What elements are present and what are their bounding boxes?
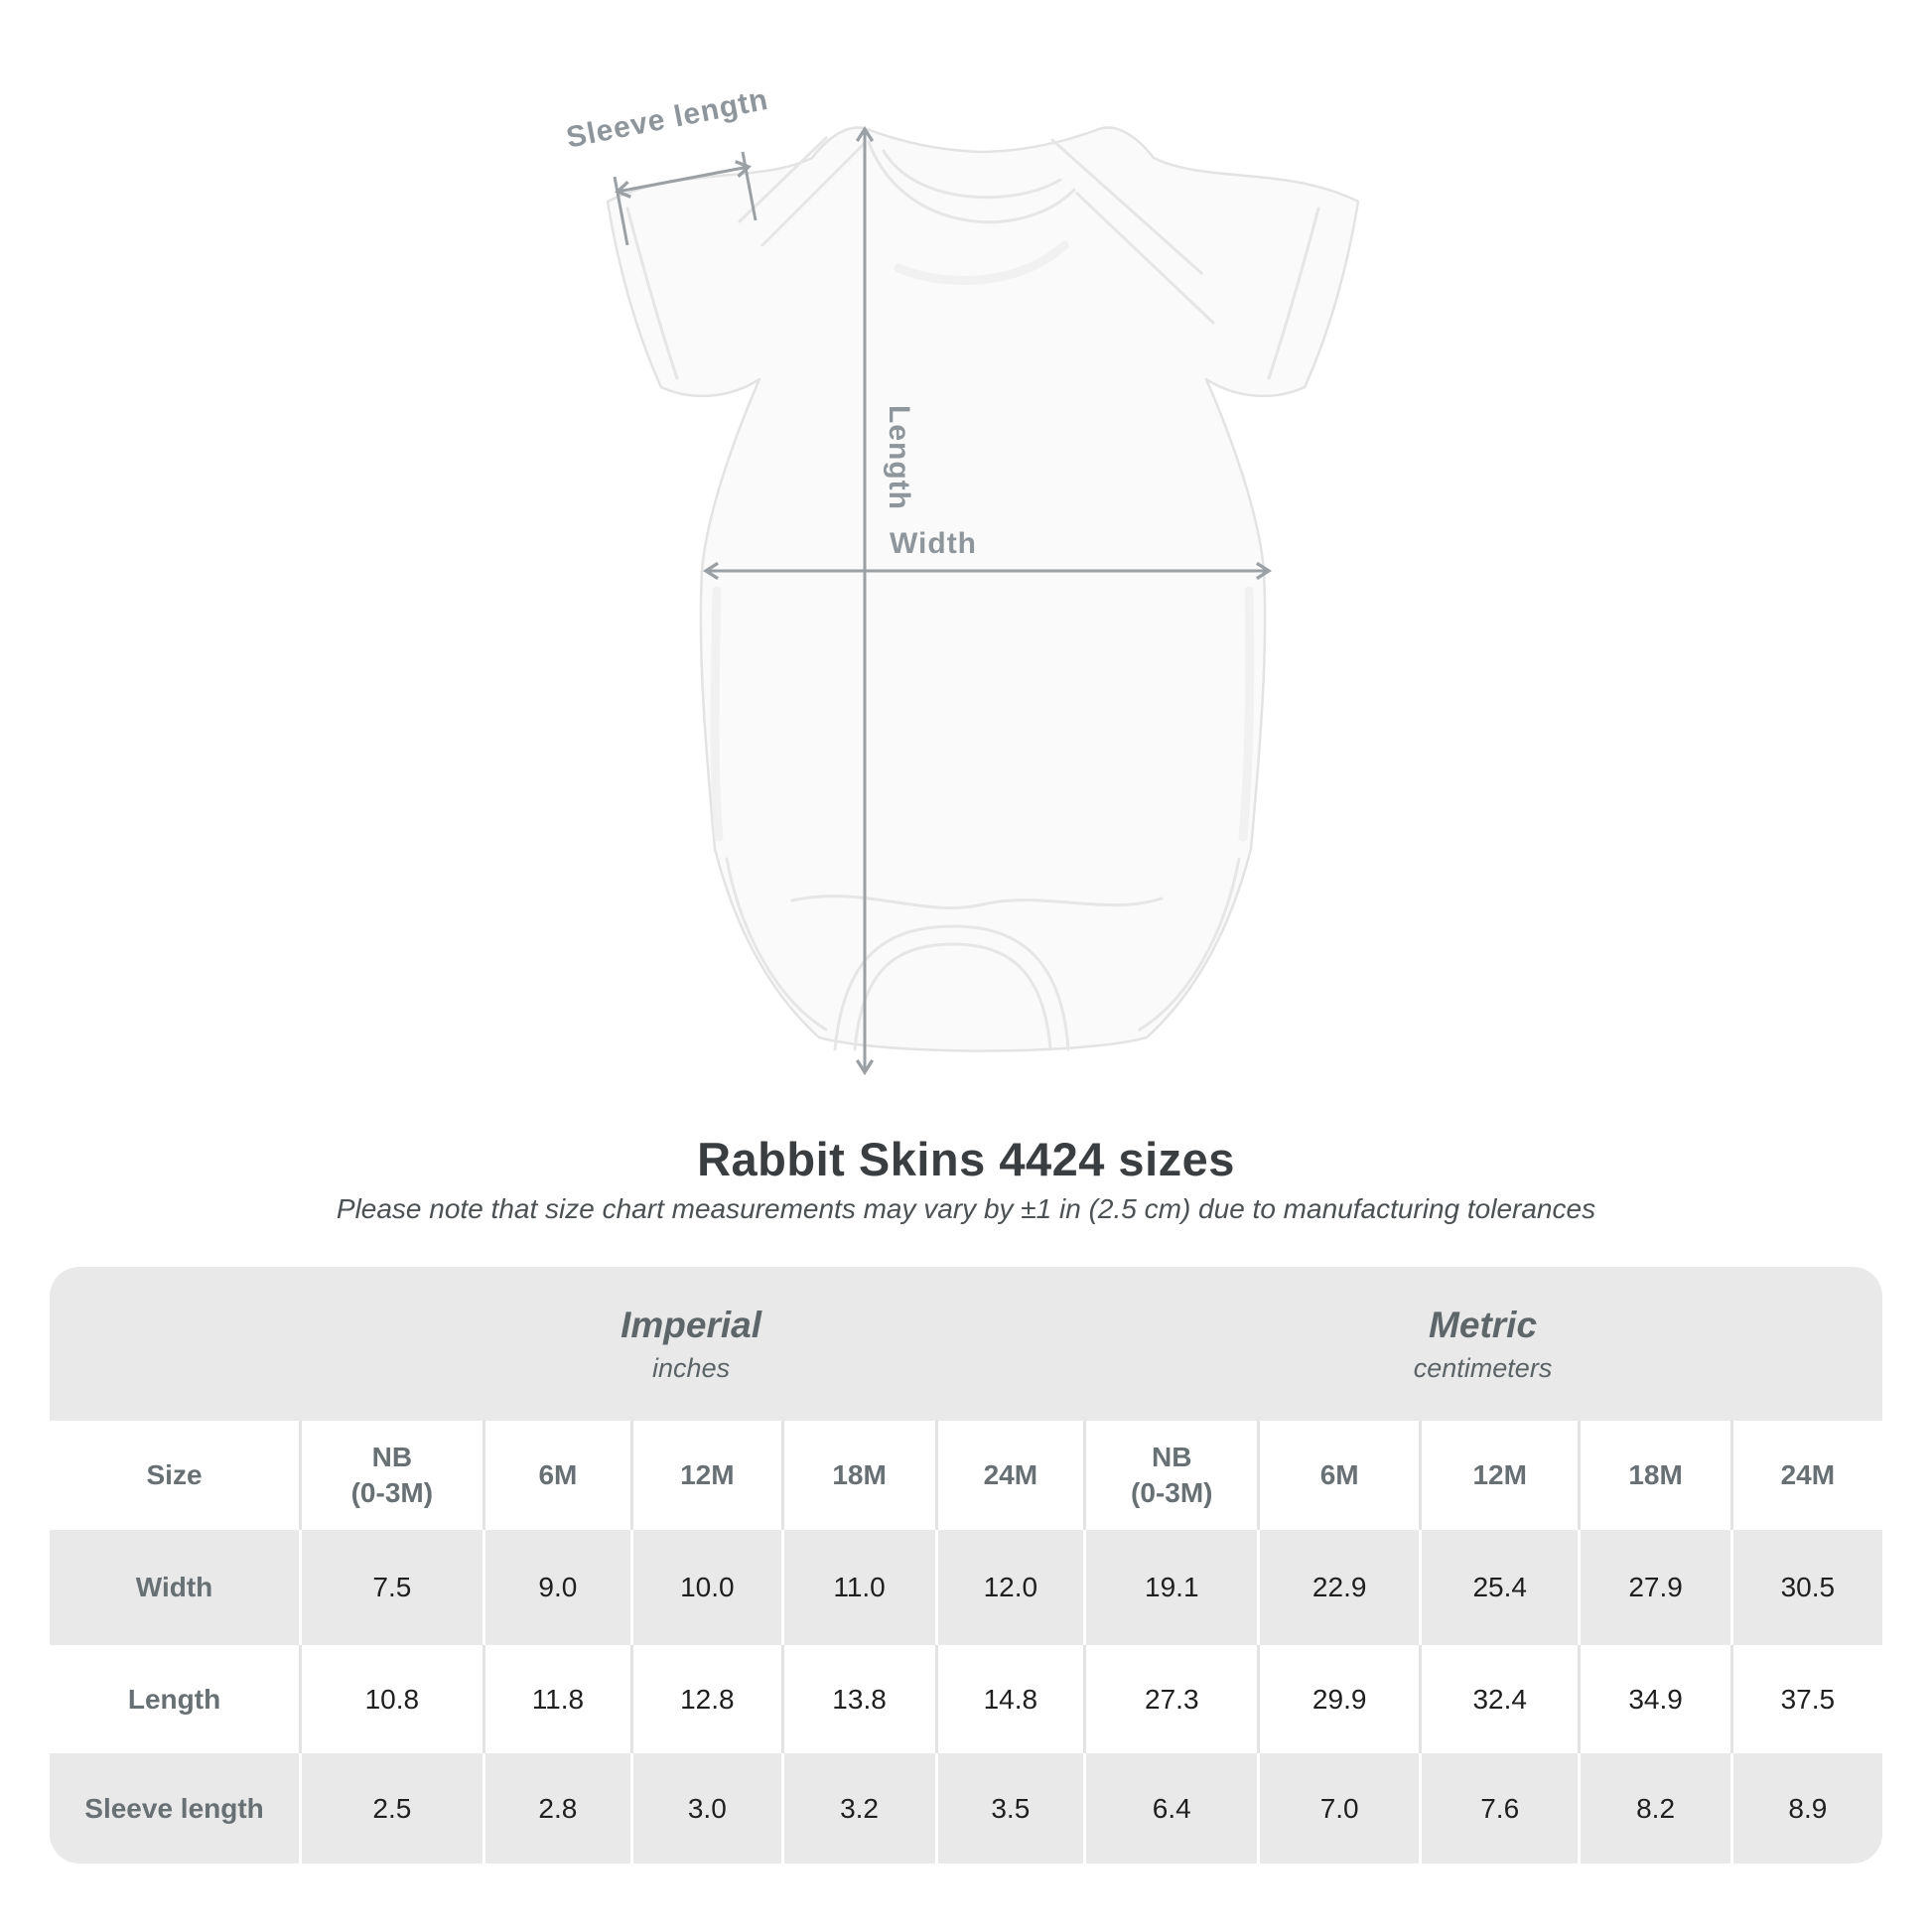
imperial-unit: inches xyxy=(652,1352,731,1383)
collar-inner-seam xyxy=(882,149,1062,200)
value-cell: 37.5 xyxy=(1729,1645,1882,1753)
right-cuff-seam xyxy=(1267,207,1320,380)
value-cell: 10.8 xyxy=(299,1645,483,1753)
left-leg-binding-seam xyxy=(725,857,828,1032)
col-header-12m-metric: 12M xyxy=(1418,1421,1579,1530)
value-cell: 8.9 xyxy=(1729,1753,1882,1863)
right-shoulder-flap-seam-inner xyxy=(1075,192,1215,325)
col-header-6m-metric: 6M xyxy=(1257,1421,1419,1530)
sleeve-length-tick-left xyxy=(613,176,629,246)
metric-section-header: Metric centimeters xyxy=(1083,1267,1882,1421)
metric-unit: centimeters xyxy=(1413,1352,1553,1383)
unit-header-row: Imperial inches Metric centimeters xyxy=(50,1267,1882,1421)
fabric-shading-collar xyxy=(894,240,1069,285)
right-shoulder-flap-seam xyxy=(1050,138,1203,275)
sleeve-length-tick-right xyxy=(741,151,758,221)
value-cell: 2.8 xyxy=(482,1753,631,1863)
length-label: Length xyxy=(883,405,915,510)
page-title: Rabbit Skins 4424 sizes xyxy=(697,1133,1235,1185)
col-header-18m-metric: 18M xyxy=(1578,1421,1730,1530)
sleeve-length-arrow xyxy=(614,160,753,199)
fabric-shading-left xyxy=(710,586,724,842)
value-cell: 7.0 xyxy=(1257,1753,1419,1863)
sleeve-length-label: Sleeve length xyxy=(566,94,771,155)
col-header-6m-imperial: 6M xyxy=(482,1421,631,1530)
value-cell: 13.8 xyxy=(780,1645,935,1753)
value-cell: 6.4 xyxy=(1083,1753,1258,1863)
size-table: Imperial inches Metric centimeters Size … xyxy=(50,1267,1882,1863)
col-header-24m-metric: 24M xyxy=(1729,1421,1882,1530)
onesie-diagram: Sleeve length Length Width xyxy=(566,94,1360,1076)
value-cell: 3.2 xyxy=(780,1753,935,1863)
collar-outer-seam xyxy=(867,140,1076,224)
value-cell: 7.5 xyxy=(299,1530,483,1645)
value-cell: 12.8 xyxy=(630,1645,781,1753)
imperial-section-header: Imperial inches xyxy=(299,1267,1084,1421)
value-cell: 19.1 xyxy=(1083,1530,1258,1645)
col-header-nb-imperial: NB (0-3M) xyxy=(299,1421,483,1530)
value-cell: 3.5 xyxy=(934,1753,1084,1863)
crotch-flap-arch-seam xyxy=(833,924,1070,1051)
value-cell: 11.8 xyxy=(482,1645,631,1753)
crotch-flap-top-seam xyxy=(790,895,1164,909)
imperial-label: Imperial xyxy=(621,1304,762,1345)
right-leg-binding-seam xyxy=(1138,857,1241,1032)
value-cell: 7.6 xyxy=(1418,1753,1579,1863)
col-header-24m-imperial: 24M xyxy=(934,1421,1084,1530)
col-header-12m-imperial: 12M xyxy=(630,1421,781,1530)
value-cell: 29.9 xyxy=(1257,1645,1419,1753)
unit-header-spacer xyxy=(50,1267,300,1421)
row-label-length: Length xyxy=(50,1645,300,1753)
value-cell: 34.9 xyxy=(1578,1645,1730,1753)
left-cuff-seam xyxy=(625,207,679,380)
value-cell: 30.5 xyxy=(1729,1530,1882,1645)
value-cell: 14.8 xyxy=(934,1645,1084,1753)
width-label: Width xyxy=(890,527,977,560)
row-label-sleeve-length: Sleeve length xyxy=(50,1753,300,1863)
width-row: Width 7.5 9.0 10.0 11.0 12.0 19.1 22.9 2… xyxy=(50,1530,1882,1645)
value-cell: 10.0 xyxy=(630,1530,781,1645)
size-column-header: Size xyxy=(50,1421,300,1530)
value-cell: 25.4 xyxy=(1418,1530,1579,1645)
value-cell: 32.4 xyxy=(1418,1645,1579,1753)
value-cell: 2.5 xyxy=(299,1753,483,1863)
value-cell: 3.0 xyxy=(630,1753,781,1863)
column-header-row: Size NB (0-3M) 6M 12M 18M 24M NB (0-3M) … xyxy=(50,1421,1882,1530)
onesie-seams xyxy=(625,136,1320,1051)
value-cell: 11.0 xyxy=(780,1530,935,1645)
col-header-nb-metric: NB (0-3M) xyxy=(1083,1421,1258,1530)
value-cell: 22.9 xyxy=(1257,1530,1419,1645)
sleeve-length-row: Sleeve length 2.5 2.8 3.0 3.2 3.5 6.4 7.… xyxy=(50,1753,1882,1863)
metric-label: Metric xyxy=(1429,1304,1538,1345)
value-cell: 27.3 xyxy=(1083,1645,1258,1753)
col-header-18m-imperial: 18M xyxy=(780,1421,935,1530)
value-cell: 12.0 xyxy=(934,1530,1084,1645)
row-label-width: Width xyxy=(50,1530,300,1645)
value-cell: 27.9 xyxy=(1578,1530,1730,1645)
left-shoulder-flap-seam xyxy=(760,142,866,247)
length-row: Length 10.8 11.8 12.8 13.8 14.8 27.3 29.… xyxy=(50,1645,1882,1753)
fabric-shading-right xyxy=(1238,586,1255,842)
value-cell: 9.0 xyxy=(482,1530,631,1645)
page-subtitle: Please note that size chart measurements… xyxy=(336,1193,1596,1224)
onesie-body-outline xyxy=(606,126,1360,1052)
value-cell: 8.2 xyxy=(1578,1753,1730,1863)
